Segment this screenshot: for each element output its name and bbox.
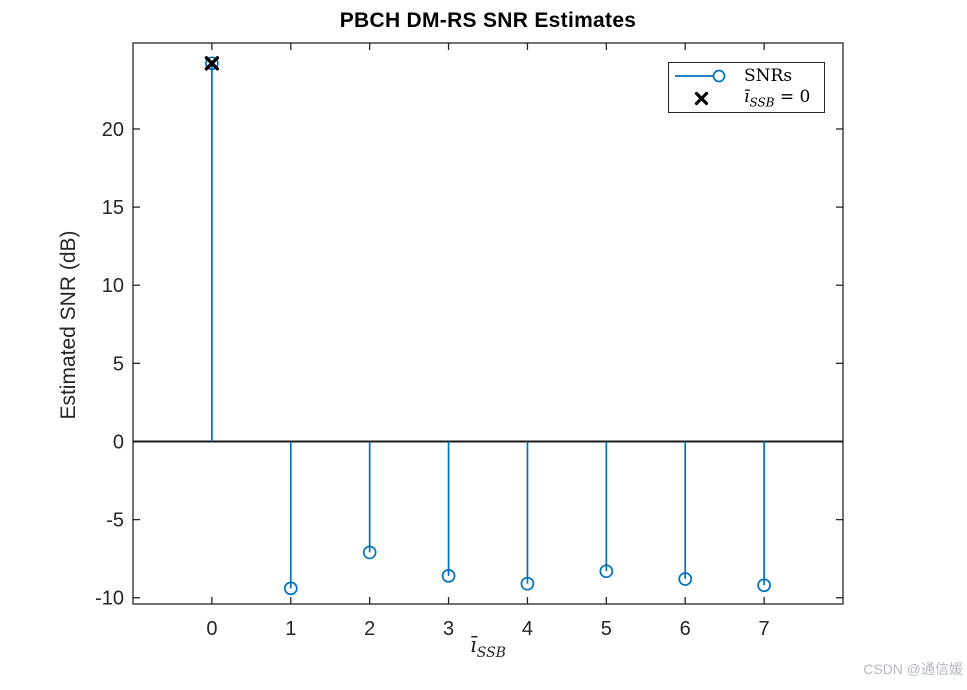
x-tick-label: 1 xyxy=(285,618,296,640)
y-tick-label: 20 xyxy=(102,119,124,141)
x-marker-icon xyxy=(674,91,732,106)
stem-marker xyxy=(757,578,771,593)
legend-item-issb: īSSB = 0 xyxy=(674,87,824,110)
x-tick-label: 3 xyxy=(443,618,454,640)
line-circle-marker-icon xyxy=(674,68,732,84)
stem-marker xyxy=(283,581,298,596)
y-tick-label: 15 xyxy=(102,197,124,219)
legend-label-issb: īSSB = 0 xyxy=(744,87,810,109)
y-axis-label: Estimated SNR (dB) xyxy=(57,230,80,420)
axes-box xyxy=(132,42,844,605)
highlight-x-marker xyxy=(204,56,220,71)
x-axis-label-subscript: SSB xyxy=(476,645,506,662)
legend: SNRs īSSB = 0 xyxy=(668,62,825,113)
watermark: CSDN @通信媛 xyxy=(863,661,963,677)
stem-marker xyxy=(205,56,219,71)
y-tick-label: 10 xyxy=(102,275,124,297)
x-tick-label: 0 xyxy=(206,618,217,640)
chart-title: PBCH DM-RS SNR Estimates xyxy=(339,9,637,32)
x-tick-label: 7 xyxy=(759,618,770,640)
x-axis-label-base: ī xyxy=(470,633,477,657)
x-tick-label: 5 xyxy=(601,618,612,640)
x-axis-label: īSSB xyxy=(133,633,843,661)
stem-marker xyxy=(678,572,693,586)
x-tick-label: 6 xyxy=(680,618,691,640)
stem-marker xyxy=(441,569,456,583)
legend-label-issb-rest: = 0 xyxy=(774,87,811,108)
stem-marker xyxy=(599,564,614,579)
legend-label-snrs: SNRs xyxy=(744,66,793,87)
legend-label-issb-base: ī xyxy=(744,87,750,108)
y-tick-label: 0 xyxy=(113,431,124,453)
stem-marker xyxy=(520,576,535,591)
y-tick-label: -10 xyxy=(95,588,124,610)
x-tick-label: 2 xyxy=(364,618,375,640)
stem-marker xyxy=(362,545,377,560)
legend-item-snrs: SNRs xyxy=(674,65,824,87)
y-tick-label: 5 xyxy=(113,353,124,375)
y-tick-label: -5 xyxy=(106,510,124,532)
x-tick-label: 4 xyxy=(522,618,533,640)
legend-label-issb-subscript: SSB xyxy=(749,95,775,110)
